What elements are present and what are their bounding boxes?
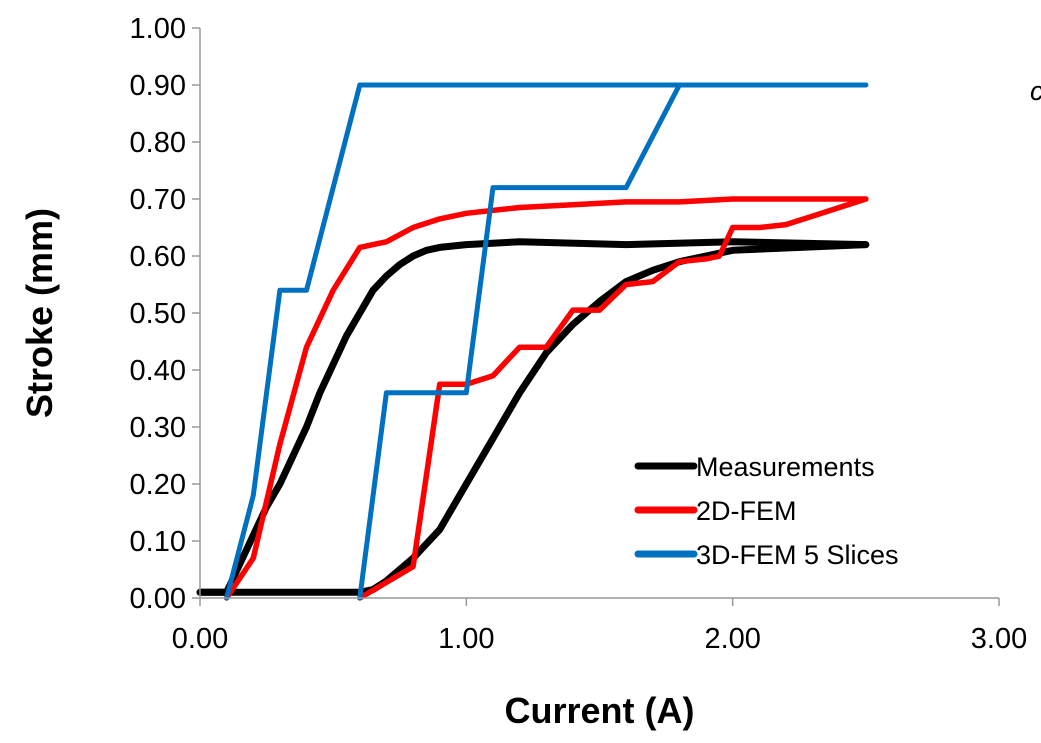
y-tick-label: 0.10: [130, 526, 186, 558]
legend-label: 2D-FEM: [696, 496, 797, 526]
x-axis-title: Current (A): [505, 690, 695, 731]
axis-ticks: 0.00 0.10 0.20 0.30 0.40 0.50 0.60 0.70 0.80 0.90…: [130, 13, 1028, 655]
y-tick-label: 0.20: [130, 469, 186, 501]
y-axis-title: Stroke (mm): [19, 208, 60, 418]
panel-corner-label: c: [1030, 76, 1041, 106]
y-tick-label: 0.00: [130, 583, 186, 615]
series-line-3d-fem-5-slices-branch-2: [357, 82, 869, 601]
legend-label: Measurements: [696, 452, 875, 482]
y-tick-label: 0.90: [130, 70, 186, 102]
y-tick-label: 0.80: [130, 127, 186, 159]
x-tick-label: 0.00: [172, 623, 228, 655]
x-tick-label: 1.00: [438, 623, 494, 655]
x-tick-label: 2.00: [704, 623, 760, 655]
y-tick-label: 0.40: [130, 355, 186, 387]
y-tick-label: 0.70: [130, 184, 186, 216]
legend: Measurements 2D-FEM 3D-FEM 5 Slices: [634, 452, 899, 570]
legend-label: 3D-FEM 5 Slices: [696, 540, 899, 570]
y-tick-label: 0.30: [130, 412, 186, 444]
x-tick-label: 3.00: [971, 623, 1027, 655]
series-line-2d-fem-branch-1: [223, 196, 869, 601]
y-tick-label: 1.00: [130, 13, 186, 45]
y-tick-label: 0.60: [130, 241, 186, 273]
series-line-3d-fem-5-slices-branch-1: [224, 82, 869, 601]
plot-series-layer: [196, 82, 870, 601]
y-tick-label: 0.50: [130, 298, 186, 330]
